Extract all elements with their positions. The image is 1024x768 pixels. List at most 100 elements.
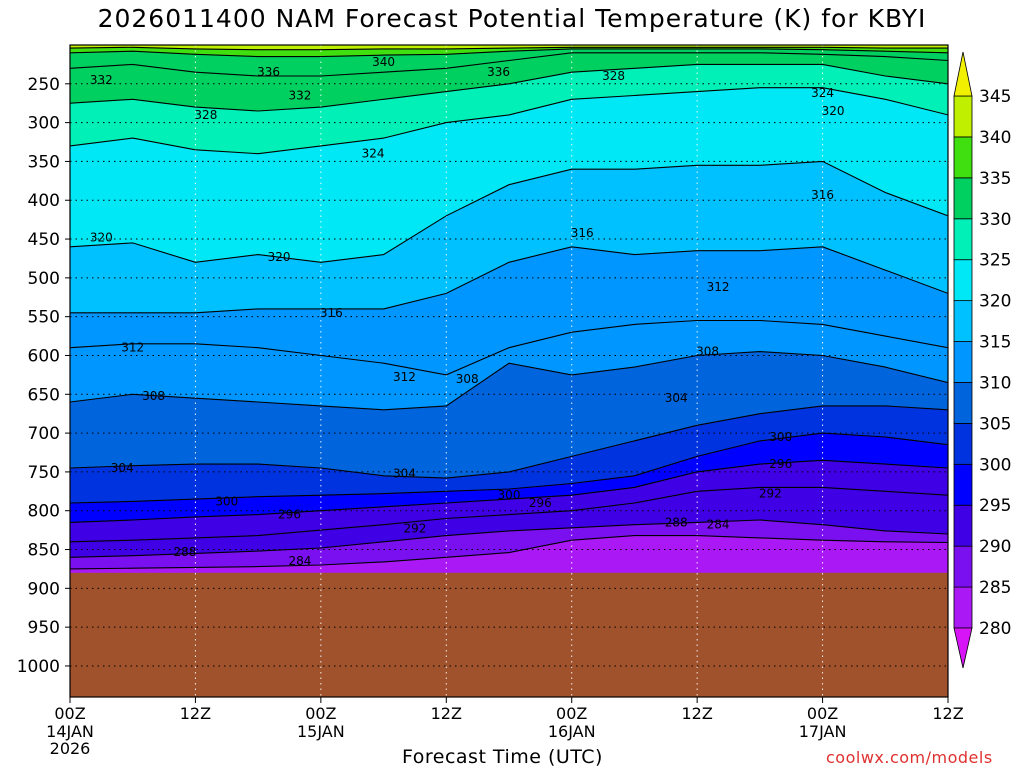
isentrope-304 [70, 405, 948, 479]
ground-fill [70, 572, 948, 697]
colorbar-bin-285 [953, 545, 973, 588]
contour-label: 332 [288, 88, 311, 102]
contour-label: 312 [707, 280, 730, 294]
colorbar-bin-315 [953, 300, 973, 342]
isentrope-312 [70, 319, 948, 376]
colorbar-label: 340 [979, 128, 1011, 148]
colorbar-bin-330 [953, 177, 973, 220]
contour-label: 304 [111, 461, 134, 475]
contour-label: 284 [707, 518, 730, 532]
colorbar-top-arrow [953, 51, 973, 97]
isentrope-324 [70, 87, 948, 155]
y-tick-label: 1000 [17, 657, 60, 677]
contour-label: 320 [268, 250, 291, 264]
y-tick-label: 600 [28, 346, 60, 366]
contour-label: 292 [403, 522, 426, 536]
ground-layer [70, 572, 948, 697]
contour-label: 316 [320, 306, 343, 320]
x-tick-date: 14JAN [46, 722, 94, 741]
colorbar-bin-335 [953, 136, 973, 179]
x-tick-label: 00Z [807, 704, 838, 723]
y-tick-label: 350 [28, 152, 60, 172]
x-tick-date: 17JAN [799, 722, 847, 741]
colorbar-bin-305 [953, 382, 973, 424]
contour-label: 320 [822, 104, 845, 118]
x-tick-label: 12Z [681, 704, 712, 723]
contour-label: 296 [529, 496, 552, 510]
x-tick-label: 12Z [932, 704, 963, 723]
colorbar-bottom-arrow [953, 627, 973, 669]
colorbar-bin-300 [953, 422, 973, 465]
contour-label: 308 [456, 372, 479, 386]
y-tick-label: 400 [28, 191, 60, 211]
contour-label: 308 [696, 345, 719, 359]
x-tick-label: 12Z [180, 704, 211, 723]
y-tick-label: 500 [28, 269, 60, 289]
y-tick-label: 650 [28, 385, 60, 405]
colorbar-bin-320 [953, 259, 973, 302]
contour-label: 300 [498, 488, 521, 502]
contour-label-layer: 340 336 336 332 332 328 328 324 324 320 320 320 316 3… [90, 55, 845, 568]
colorbar-label: 300 [979, 455, 1011, 475]
grid-layer [70, 45, 948, 697]
y-tick-label: 850 [28, 541, 60, 561]
isentrope-336 [70, 48, 948, 58]
y-tick-label: 550 [28, 308, 60, 328]
y-tick-label: 450 [28, 230, 60, 250]
colorbar-label: 285 [979, 578, 1011, 598]
colorbar-label: 330 [979, 210, 1011, 230]
isentrope-300 [70, 432, 948, 504]
y-tick-label: 300 [28, 114, 60, 134]
colorbar-label: 345 [979, 87, 1011, 107]
x-tick-year: 2026 [50, 739, 91, 758]
isentrope-284 [70, 535, 948, 570]
contour-label: 336 [487, 65, 510, 79]
y-axis: 250 300 350 400 450 500 550 600 650 700 750 800 850 9… [17, 75, 70, 677]
contour-label: 284 [288, 554, 311, 568]
contour-label: 312 [393, 370, 416, 384]
isentrope-320 [70, 160, 948, 263]
contour-label: 308 [142, 389, 165, 403]
x-axis-label: Forecast Time (UTC) [402, 746, 603, 768]
colorbar-label: 325 [979, 251, 1011, 271]
contour-label: 300 [769, 430, 792, 444]
credit-link[interactable]: coolwx.com/models [826, 748, 993, 767]
y-tick-label: 900 [28, 579, 60, 599]
contour-label: 340 [372, 55, 395, 69]
contour-label: 324 [362, 147, 385, 161]
isentrope-316 [70, 246, 948, 314]
isentrope-line-layer [70, 46, 948, 570]
colorbar-bin-310 [953, 341, 973, 383]
x-tick-date: 16JAN [548, 722, 596, 741]
contour-label: 328 [602, 69, 625, 83]
contour-label: 300 [215, 494, 238, 508]
contour-label: 316 [571, 226, 594, 240]
x-tick-date: 15JAN [297, 722, 345, 741]
colorbar-label: 310 [979, 373, 1011, 393]
isentrope-292 [70, 486, 948, 543]
y-tick-label: 750 [28, 463, 60, 483]
colorbar-label: 295 [979, 496, 1011, 516]
contour-label: 296 [769, 457, 792, 471]
colorbar-bin-290 [953, 504, 973, 547]
contour-label: 324 [811, 86, 834, 100]
chart-title: 2026011400 NAM Forecast Potential Temper… [97, 4, 927, 33]
colorbar-label: 315 [979, 333, 1011, 353]
colorbar-label: 280 [979, 619, 1011, 639]
colorbar-label: 305 [979, 414, 1011, 434]
contour-label: 296 [278, 508, 301, 522]
isentrope-308 [70, 351, 948, 411]
isentrope-332 [70, 52, 948, 77]
contour-label: 288 [665, 515, 688, 529]
isentrope-340 [70, 46, 948, 51]
colorbar: 280 285 290 295 300 305 310 315 320 325 330 335 340 3… [953, 51, 1011, 669]
colorbar-label: 335 [979, 169, 1011, 189]
isentrope-288 [70, 519, 948, 558]
y-tick-label: 250 [28, 75, 60, 95]
contour-label: 312 [121, 341, 144, 355]
y-tick-label: 800 [28, 502, 60, 522]
plot-frame [69, 44, 949, 698]
x-tick-label: 00Z [556, 704, 587, 723]
